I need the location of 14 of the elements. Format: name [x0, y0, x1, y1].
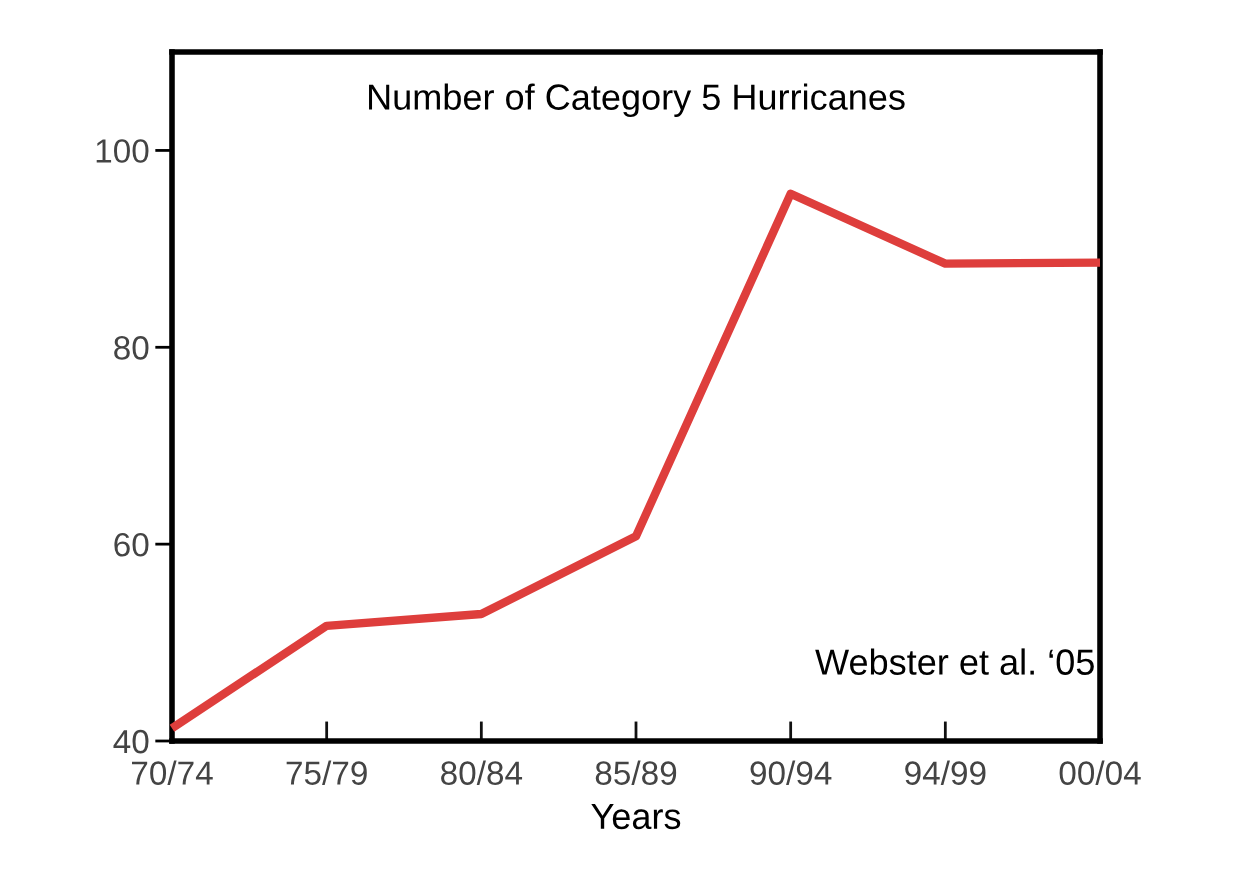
annotation: Webster et al. ‘05: [815, 648, 1094, 675]
y-tick-label: 100: [96, 139, 149, 163]
x-tick-label: 80/84: [441, 760, 523, 785]
x-tick-label: 90/94: [750, 760, 832, 785]
x-axis-title: Years: [591, 803, 681, 830]
y-tick-label: 40: [113, 729, 149, 754]
y-tick-label: 80: [114, 336, 149, 360]
y-tick-label: 60: [114, 532, 149, 557]
x-tick-label: 85/89: [595, 760, 677, 785]
x-tick-label: 94/99: [905, 760, 986, 785]
x-tick-label: 70/74: [132, 760, 213, 785]
text: Number of Category 5 Hurricanes: [369, 83, 905, 118]
x-tick-label: 75/79: [286, 760, 367, 785]
x-tick-label: 00/04: [1059, 760, 1141, 785]
